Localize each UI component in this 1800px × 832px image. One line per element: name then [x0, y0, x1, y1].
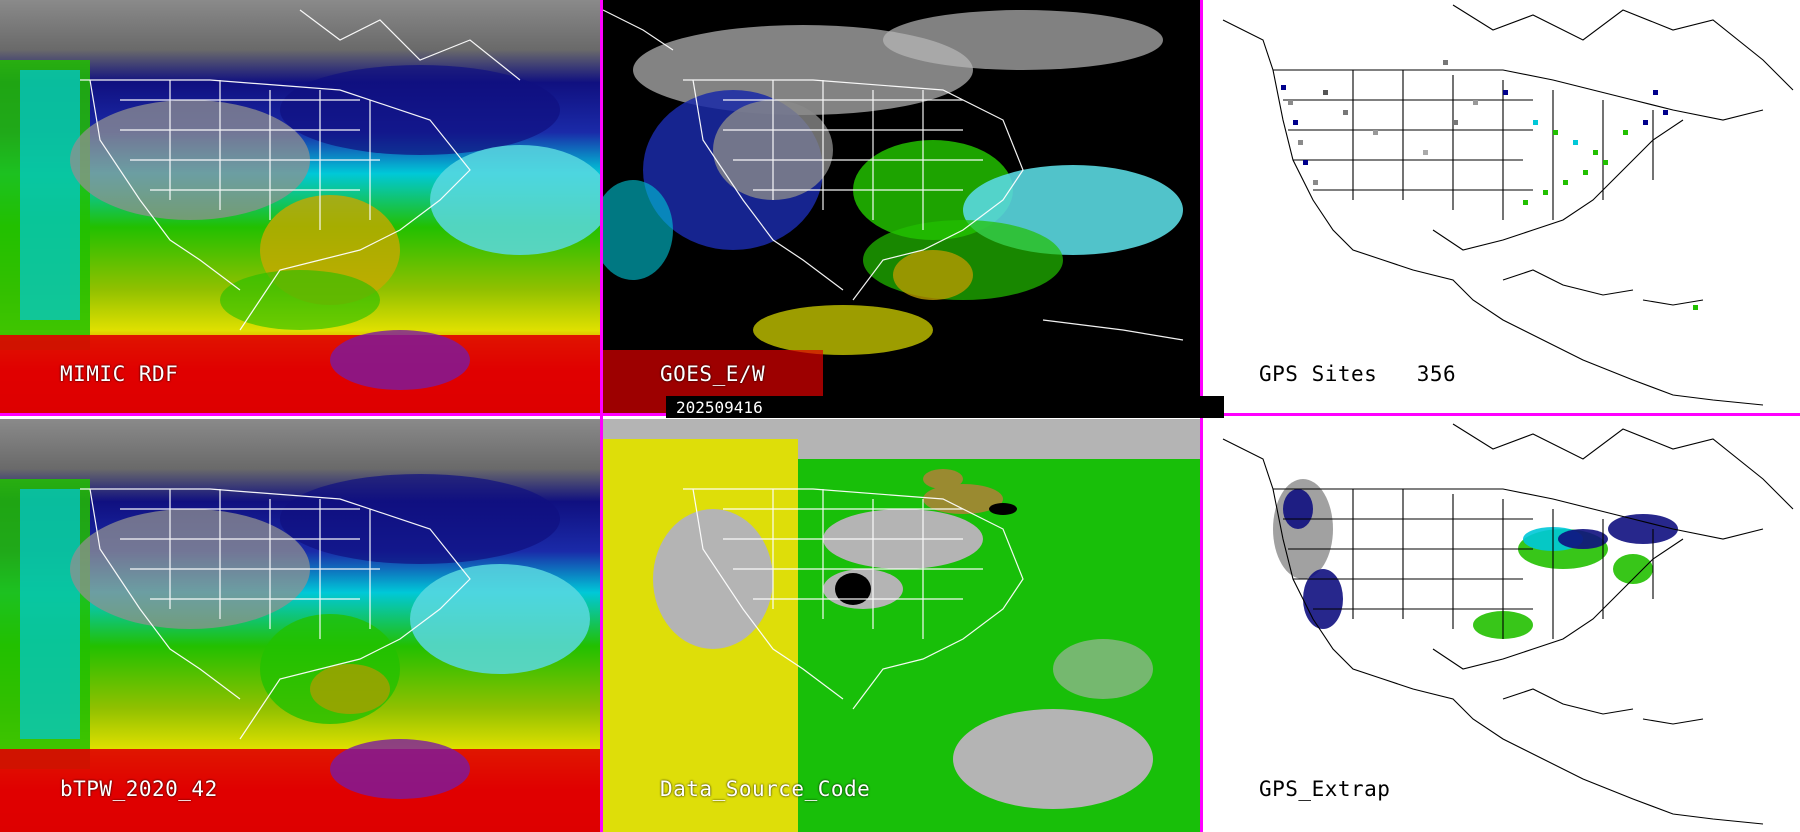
date-text: 202509416	[676, 398, 763, 417]
gps-extrap-panel: GPS_Extrap	[1203, 419, 1800, 832]
gps-extrap-label: GPS_Extrap	[1259, 777, 1391, 801]
goes-panel: GOES_E/W	[603, 0, 1200, 413]
mimic-rdf-panel: MIMIC RDF	[0, 0, 600, 413]
data-source-map	[603, 419, 1200, 832]
gps-sites-label: GPS Sites 356	[1259, 362, 1456, 386]
tpw-map-goes	[603, 0, 1200, 413]
gps-sites-map	[1222, 4, 1794, 406]
btpw-panel: bTPW_2020_42	[0, 419, 600, 832]
goes-label: GOES_E/W	[660, 362, 766, 386]
divider-vertical-left	[600, 0, 603, 832]
gps-sites-title: GPS Sites	[1259, 362, 1378, 386]
mimic-rdf-label: MIMIC RDF	[60, 362, 179, 386]
btpw-label: bTPW_2020_42	[60, 777, 218, 801]
gps-sites-panel: GPS Sites 356	[1203, 0, 1800, 413]
date-bar: 202509416	[666, 396, 1224, 418]
gps-sites-count: 356	[1416, 362, 1457, 386]
data-source-label: Data_Source_Code	[660, 777, 871, 801]
tpw-map-mimic	[0, 0, 600, 413]
gps-extrap-map	[1222, 423, 1794, 825]
data-source-panel: Data_Source_Code	[603, 419, 1200, 832]
gps-site-markers	[1281, 60, 1698, 310]
tpw-map-btpw	[0, 419, 600, 832]
